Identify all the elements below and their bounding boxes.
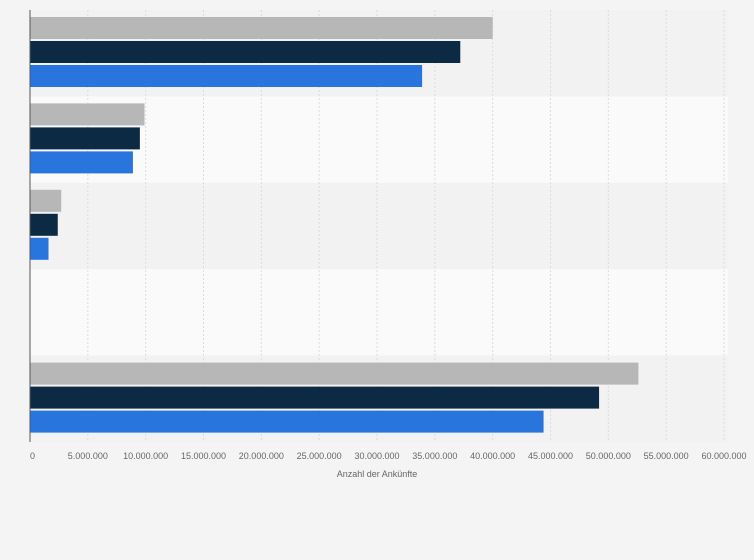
- bars: [30, 17, 639, 433]
- x-tick-labels: 0 5.000.000 10.000.000 15.000.000 20.000.000…: [30, 451, 747, 461]
- x-tick-label-4: 20.000.000: [239, 451, 284, 461]
- bar-category-5-series-3: [30, 410, 544, 433]
- bar-category-2-series-2: [30, 127, 140, 150]
- x-tick-label-5: 25.000.000: [297, 451, 342, 461]
- x-tick-label-7: 35.000.000: [412, 451, 457, 461]
- bar-category-5-series-1: [30, 362, 639, 385]
- x-tick-label-0: 0: [30, 451, 35, 461]
- x-tick-label-3: 15.000.000: [181, 451, 226, 461]
- x-tick-label-9: 45.000.000: [528, 451, 573, 461]
- category-band-3: [30, 182, 728, 270]
- category-band-4: [30, 269, 728, 356]
- x-tick-label-12: 60.000.000: [701, 451, 746, 461]
- bar-category-3-series-3: [30, 237, 49, 260]
- bar-category-5-series-2: [30, 386, 600, 409]
- bar-category-2-series-1: [30, 103, 145, 126]
- bar-category-1-series-1: [30, 17, 493, 39]
- bar-category-1-series-2: [30, 41, 461, 63]
- x-tick-label-6: 30.000.000: [354, 451, 399, 461]
- x-tick-label-2: 10.000.000: [123, 451, 168, 461]
- category-band-2: [30, 96, 728, 183]
- x-tick-label-11: 55.000.000: [644, 451, 689, 461]
- bar-category-2-series-3: [30, 151, 133, 174]
- bar-category-3-series-1: [30, 189, 62, 212]
- x-tick-label-10: 50.000.000: [586, 451, 631, 461]
- x-tick-label-1: 5.000.000: [68, 451, 108, 461]
- x-tick-label-8: 40.000.000: [470, 451, 515, 461]
- bar-category-1-series-3: [30, 65, 423, 87]
- bar-category-3-series-2: [30, 213, 58, 236]
- x-axis-title: Anzahl der Ankünfte: [337, 469, 418, 479]
